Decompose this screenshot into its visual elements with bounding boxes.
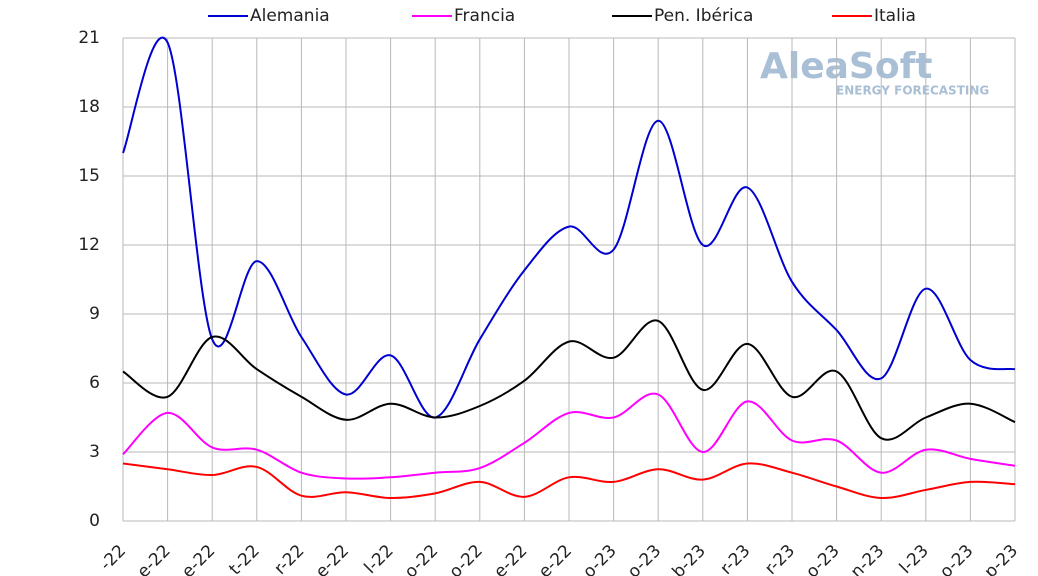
x-tick-label: e-22 (535, 541, 576, 576)
series-line (122, 36, 1016, 419)
x-tick-label: o-23 (802, 541, 843, 576)
legend-label: Italia (874, 6, 916, 26)
x-tick-label: l-23 (896, 541, 933, 576)
legend-label: Pen. Ibérica (654, 6, 753, 26)
y-tick-label: 0 (89, 511, 100, 531)
x-tick-label: e-22 (133, 541, 174, 576)
x-tick-label: t-22 (225, 541, 263, 576)
y-tick-label: 12 (78, 235, 100, 255)
x-tick-label: r-23 (717, 541, 755, 576)
x-tick-label: e-22 (178, 541, 219, 576)
x-tick-label: e-22 (490, 541, 531, 576)
x-tick-label: -22 (96, 541, 130, 575)
x-tick-label: o-22 (401, 541, 442, 576)
series-line (122, 319, 1016, 441)
x-tick-label: e-22 (312, 541, 353, 576)
watermark-tagline: ENERGY FORECASTING (836, 84, 989, 98)
watermark-brand: AleaSoft (760, 46, 932, 87)
x-tick-label: l-22 (361, 541, 398, 576)
x-tick-label: o-23 (624, 541, 665, 576)
x-tick-label: o-23 (579, 541, 620, 576)
x-tick-label: o-22 (446, 541, 487, 576)
x-tick-label: n-23 (847, 541, 888, 576)
x-tick-label: p-23 (981, 541, 1022, 576)
y-tick-label: 21 (78, 28, 100, 48)
grid (122, 37, 1016, 522)
x-tick-label: r-22 (271, 541, 309, 576)
y-tick-label: 6 (89, 373, 100, 393)
x-tick-label: b-23 (668, 541, 709, 576)
y-tick-label: 3 (89, 442, 100, 462)
series-line (122, 392, 1016, 480)
y-tick-label: 18 (78, 97, 100, 117)
y-tick-label: 9 (89, 304, 100, 324)
legend-label: Francia (454, 6, 515, 26)
legend-label: Alemania (250, 6, 330, 26)
x-tick-label: r-23 (761, 541, 799, 576)
x-tick-label: o-23 (936, 541, 977, 576)
series-line (122, 462, 1016, 500)
y-tick-label: 15 (78, 166, 100, 186)
